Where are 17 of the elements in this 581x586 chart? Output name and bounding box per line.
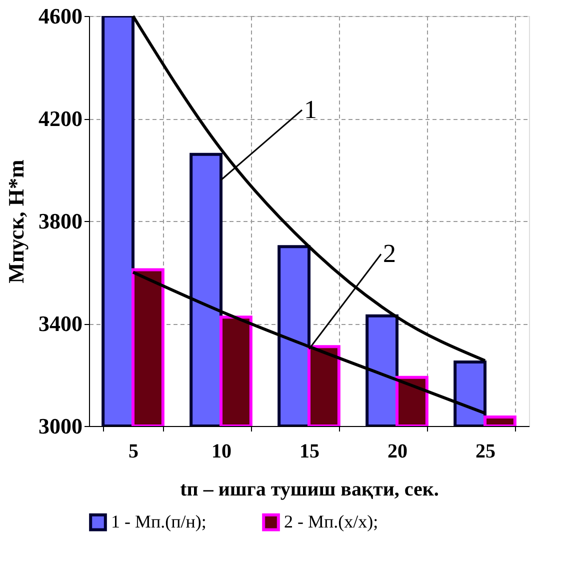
legend-label: 2 - Мп.(х/х);	[284, 511, 378, 532]
x-tick-label: 20	[388, 440, 408, 462]
y-tick-label: 4200	[38, 106, 82, 131]
line-series	[132, 14, 486, 362]
x-tick-label: 5	[128, 440, 138, 462]
x-tick-label: 10	[212, 440, 232, 462]
y-tick-label: 3000	[38, 414, 82, 438]
x-axis-title: tп – ишга тушиш вақти, сек.	[180, 478, 439, 500]
y-tick-label: 3400	[38, 311, 82, 336]
y-tick-label: 4600	[38, 4, 82, 28]
y-tick-label: 3800	[38, 208, 82, 234]
annotation: 1	[304, 95, 317, 124]
y-axis-title: Мпуск, Н*m	[4, 160, 28, 284]
x-tick-label: 15	[300, 440, 320, 462]
x-tick-label: 25	[476, 440, 496, 462]
annotation: 2	[383, 239, 396, 268]
legend-label: 1 - Мп.(п/н);	[111, 511, 206, 532]
